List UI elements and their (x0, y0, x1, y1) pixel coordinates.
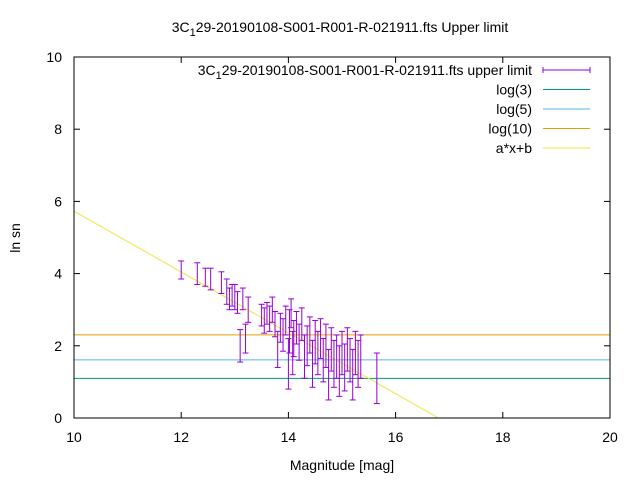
data-point (328, 327, 335, 372)
data-point (357, 334, 364, 379)
y-tick-label: 10 (46, 49, 62, 65)
data-point (231, 283, 238, 311)
data-point (296, 323, 303, 361)
data-point (312, 320, 319, 365)
data-point (272, 311, 278, 338)
data-point (352, 330, 359, 376)
y-axis-label: ln sn (7, 223, 23, 253)
chart-title: 3C129-20190108-S001-R001-R-021911.fts Up… (172, 19, 509, 39)
data-point (320, 338, 327, 383)
data-point (223, 278, 230, 305)
legend: 3C129-20190108-S001-R001-R-021911.fts up… (198, 62, 591, 156)
data-point (207, 267, 214, 291)
series-fit-line (73, 210, 439, 419)
data-point (218, 271, 225, 294)
data-point (194, 262, 201, 285)
data-point (202, 267, 209, 287)
legend-label: log(3) (496, 82, 532, 98)
data-point (330, 339, 337, 388)
y-tick-label: 0 (54, 410, 62, 426)
y-tick-label: 4 (54, 266, 62, 282)
legend-label: 3C129-20190108-S001-R001-R-021911.fts up… (198, 62, 532, 82)
x-tick-label: 18 (495, 429, 511, 445)
data-point (333, 334, 340, 379)
y-tick-label: 8 (54, 121, 62, 137)
data-point (344, 327, 351, 372)
axis-ticks: 10 12 14 16 18 20 0 2 4 6 8 10 (46, 49, 618, 445)
data-point (373, 352, 380, 405)
data-point (306, 316, 313, 354)
x-tick-label: 20 (602, 429, 618, 445)
data-point (301, 334, 308, 379)
y-tick-label: 6 (54, 193, 62, 209)
data-point (314, 330, 321, 376)
series-layer (73, 210, 610, 419)
chart-title-main: 3C (172, 19, 190, 35)
data-point (282, 305, 289, 336)
x-tick-label: 16 (388, 429, 404, 445)
data-point (237, 329, 244, 363)
x-axis-label: Magnitude [mag] (290, 457, 394, 473)
data-point (336, 345, 343, 397)
chart-title-rest: 29-20190108-S001-R001-R-021911.fts Upper… (196, 19, 509, 35)
x-tick-label: 14 (281, 429, 297, 445)
legend-label: log(10) (488, 121, 532, 137)
data-point (290, 320, 297, 358)
data-point (322, 323, 329, 368)
legend-label: log(5) (496, 101, 532, 117)
data-point (274, 330, 281, 368)
data-point (266, 305, 273, 332)
chart-title-subscript: 1 (190, 27, 196, 39)
data-point (234, 291, 241, 314)
plot-frame (73, 56, 611, 419)
data-point (289, 330, 296, 376)
data-point (288, 298, 295, 329)
data-point (239, 287, 246, 311)
data-point (261, 307, 268, 334)
y-tick-label: 2 (54, 338, 62, 354)
data-point (304, 325, 311, 367)
data-point (245, 296, 252, 323)
data-point (339, 330, 345, 376)
data-point (355, 339, 362, 388)
data-point (269, 296, 276, 323)
x-tick-label: 10 (66, 429, 82, 445)
data-point (277, 312, 284, 343)
data-point (293, 311, 300, 345)
data-point (341, 343, 348, 392)
data-point (347, 338, 354, 383)
data-point (242, 323, 249, 354)
data-point (325, 348, 332, 401)
legend-label: a*x+b (496, 140, 532, 156)
data-point (285, 338, 292, 390)
x-tick-label: 12 (173, 429, 189, 445)
data-point (178, 260, 185, 280)
